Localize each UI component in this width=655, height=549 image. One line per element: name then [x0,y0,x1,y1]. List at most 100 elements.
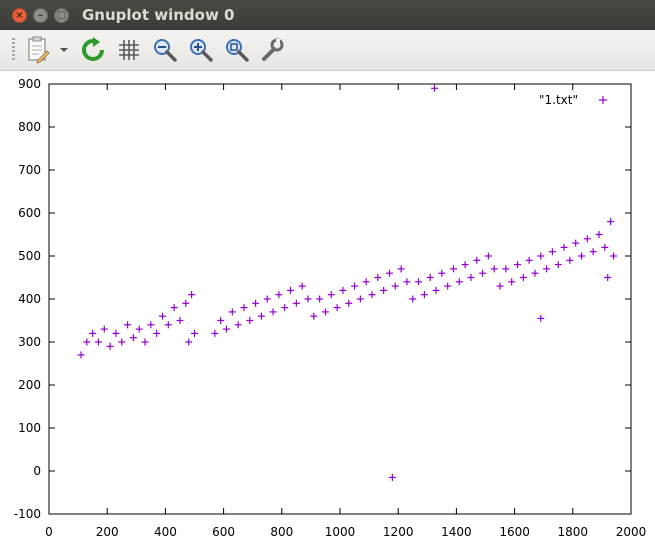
data-point [141,338,149,346]
data-point [211,329,219,337]
y-tick-label: 500 [18,249,41,263]
data-point [170,304,178,312]
data-point [275,291,283,299]
data-point [100,325,108,333]
data-point [368,291,376,299]
data-point [362,278,370,286]
data-point [356,295,364,303]
zoom-fit-icon [226,39,249,62]
data-point [604,274,612,281]
data-point [316,295,324,303]
previous-zoom-button[interactable] [150,34,180,66]
data-point [191,329,198,337]
y-tick-label: 100 [18,421,41,435]
data-point [508,278,516,286]
data-point [397,265,405,273]
data-point [153,329,161,337]
data-point [158,312,166,320]
toggle-grid-button[interactable] [114,34,144,66]
data-point [391,282,399,290]
x-tick-label: 200 [96,525,119,539]
x-tick-label: 1000 [325,525,356,539]
data-point [560,243,568,251]
scatter-chart[interactable]: 0 200 400 600 800 1000 1200 1400 1600 1800 2000-10… [0,71,655,549]
data-point [467,274,475,281]
menu-dropdown-button[interactable] [56,34,72,66]
data-point [595,231,603,238]
y-tick-label: 0 [33,464,41,478]
data-point [94,338,102,346]
x-tick-label: 1600 [499,525,530,539]
autoscale-button[interactable] [222,34,252,66]
data-point [298,282,306,290]
data-point [426,274,434,281]
data-point [287,286,295,294]
copy-to-clipboard-button[interactable] [22,34,52,66]
data-point [147,321,155,329]
data-point [479,269,487,277]
data-point [531,269,539,277]
x-tick-label: 1400 [441,525,472,539]
data-point [601,243,609,251]
x-tick-label: 400 [154,525,177,539]
data-point [106,342,114,350]
data-point [321,308,329,316]
chevron-down-icon [60,48,68,52]
data-point [339,286,347,294]
data-point [327,291,335,299]
x-tick-label: 800 [270,525,293,539]
y-tick-label: 400 [18,292,41,306]
title-bar[interactable]: × – □ Gnuplot window 0 [0,0,655,30]
data-point [77,351,85,359]
data-point [388,473,396,481]
data-point [188,291,196,299]
y-tick-label: 700 [18,163,41,177]
data-point [502,265,510,273]
data-point [583,235,591,243]
data-point [124,321,132,329]
data-point [164,321,172,329]
data-point [461,261,469,269]
minimize-button[interactable]: – [33,8,48,23]
y-tick-label: 300 [18,335,41,349]
data-point [333,304,341,312]
data-point [263,295,271,303]
data-point [514,261,522,269]
toolbar-grip[interactable] [12,38,15,62]
data-point [572,239,580,247]
data-point [185,338,193,346]
data-point [257,312,265,320]
data-point [228,308,236,316]
data-point [176,317,184,324]
data-point [403,278,411,286]
data-point [380,286,388,294]
data-point [607,218,615,226]
data-point [455,278,463,286]
plot-area[interactable]: 0 200 400 600 800 1000 1200 1400 1600 1800 2000 -10… [0,71,655,549]
x-tick-label: 1200 [383,525,414,539]
close-button[interactable]: × [12,8,27,23]
grid-icon [119,40,139,60]
toolbar [0,30,655,71]
zoom-in-icon [190,39,213,62]
data-point [519,274,527,281]
data-point [420,291,428,299]
data-point [292,299,300,307]
replot-button[interactable] [78,34,108,66]
data-point [490,265,498,273]
data-point [89,329,97,337]
settings-button[interactable] [258,34,288,66]
data-point [217,317,225,324]
next-zoom-button[interactable] [186,34,216,66]
data-point [589,248,597,256]
maximize-button[interactable]: □ [54,8,69,23]
data-point [385,269,393,277]
data-point [83,338,91,346]
x-tick-label: 0 [45,525,53,539]
data-point [223,325,231,333]
data-point [345,299,353,307]
data-point [234,321,242,329]
data-point [473,256,481,264]
data-point [432,286,440,294]
